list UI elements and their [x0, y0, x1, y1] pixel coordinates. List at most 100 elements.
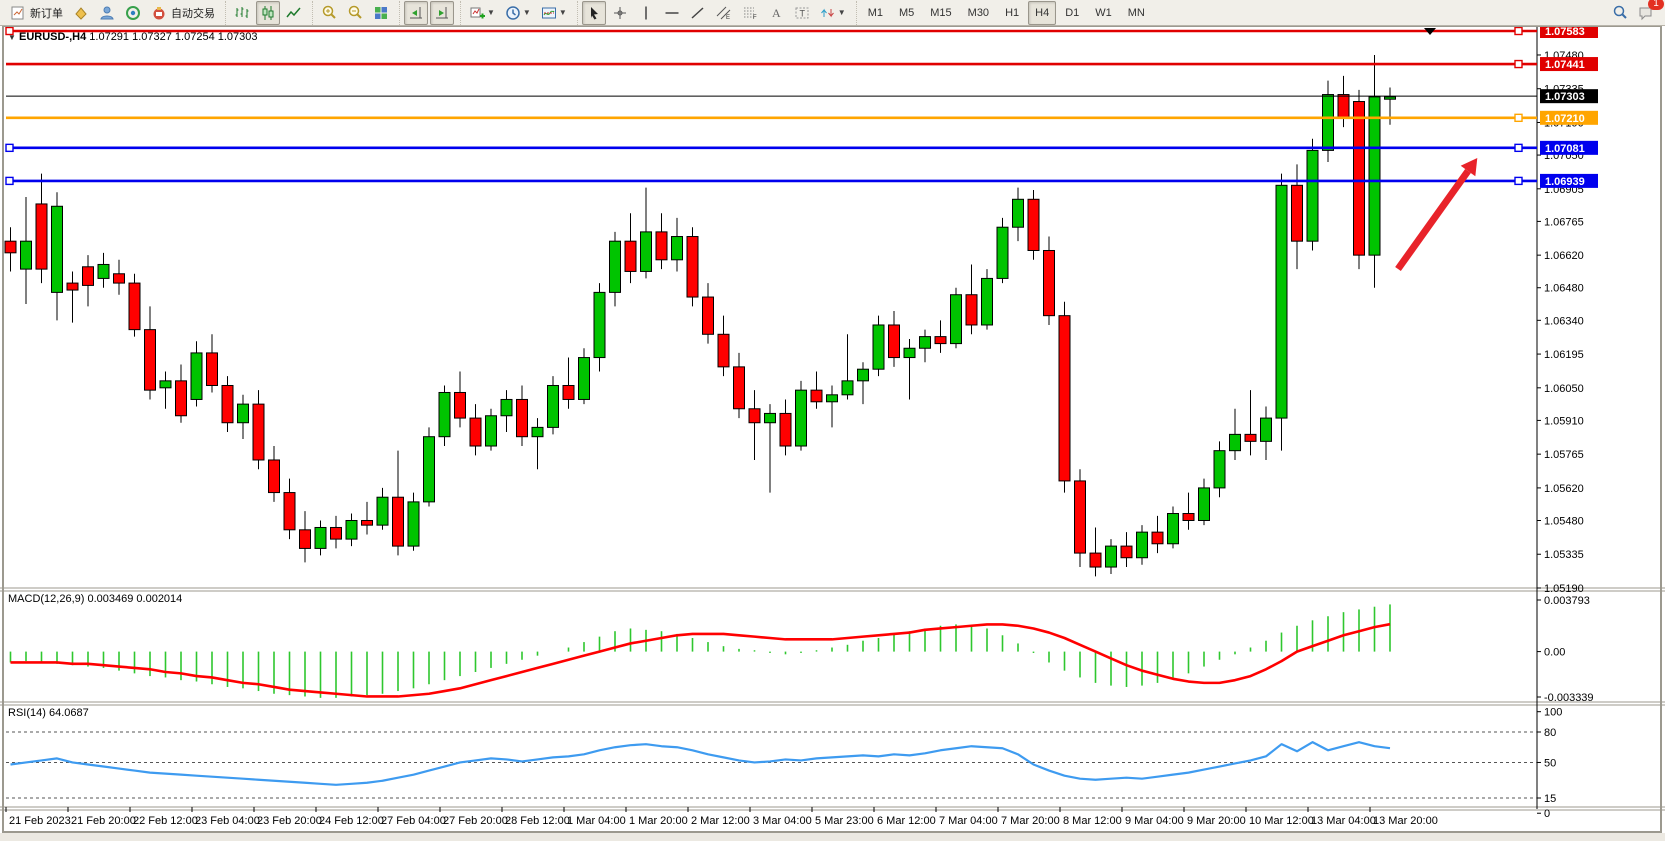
time-tick-label: 1 Mar 04:00 — [567, 815, 626, 827]
candle-body — [175, 380, 187, 417]
line-endpoint-marker[interactable] — [5, 143, 14, 153]
cursor-tool-button[interactable] — [581, 0, 606, 25]
new-order-button[interactable]: 新订单 — [6, 1, 67, 25]
orders-button[interactable] — [69, 1, 93, 25]
timeframe-h4-button[interactable]: H4 — [1028, 0, 1057, 25]
candle-body — [1353, 101, 1365, 256]
new-chart-button[interactable]: ▼ — [465, 1, 499, 25]
tile-windows-button[interactable] — [369, 1, 393, 25]
candle-body — [376, 496, 389, 526]
notifications-button[interactable]: 1 — [1634, 0, 1664, 25]
time-tick-label: 3 Mar 04:00 — [753, 815, 812, 827]
candle-body — [841, 380, 854, 396]
candle-body — [159, 380, 172, 389]
candle-body — [779, 412, 792, 447]
zoom-in-button[interactable] — [317, 1, 341, 25]
candle-body — [1043, 249, 1055, 317]
price-tick-label: 1.06050 — [1544, 383, 1584, 395]
price-tick-label: 1.05620 — [1544, 483, 1584, 495]
templates-button[interactable]: ▼ — [537, 1, 571, 25]
timeframe-m5-button[interactable]: M5 — [898, 6, 915, 19]
text-tool-button[interactable]: A — [764, 1, 788, 25]
search-button[interactable] — [1608, 1, 1632, 25]
scroll-to-end-icon[interactable] — [1424, 28, 1436, 35]
candlestick-chart-button[interactable] — [256, 0, 280, 25]
timeframe-m30-button[interactable]: M30 — [967, 6, 990, 19]
chart-shift-button[interactable] — [404, 0, 428, 25]
price-level-badge-label: 1.07303 — [1545, 91, 1585, 103]
arrows-tool-button[interactable]: ▼ — [816, 1, 850, 25]
text-label-tool-button[interactable]: T — [790, 1, 814, 25]
timeframe-w1-button[interactable]: W1 — [1095, 6, 1112, 19]
profile-icon — [99, 5, 115, 21]
timeframe-mn-button[interactable]: MN — [1127, 6, 1145, 19]
line-endpoint-marker[interactable] — [5, 176, 14, 186]
candle-body — [748, 408, 761, 424]
new-chart-icon — [469, 5, 485, 21]
label-icon: T — [794, 5, 810, 21]
equidistant-channel-tool-button[interactable]: E — [712, 1, 736, 25]
candle-body — [97, 263, 110, 279]
line-endpoint-marker[interactable] — [1514, 59, 1523, 69]
toolbar-group-timeframes: M1 M5 M15 M30 H1 H4 D1 W1 MN — [855, 0, 1156, 25]
candle-body — [888, 324, 900, 359]
price-level-badge-label: 1.06939 — [1545, 176, 1585, 188]
candle-body — [252, 403, 265, 461]
trendline-icon — [690, 5, 706, 21]
macd-signal-line — [10, 622, 1391, 698]
timeframe-d1-button[interactable]: D1 — [1065, 6, 1080, 19]
candle-body — [469, 417, 482, 447]
candle-body — [206, 352, 218, 386]
autotrade-button[interactable]: 自动交易 — [147, 1, 219, 25]
toolbar-right: 1 — [1607, 0, 1665, 25]
candle-body — [485, 415, 497, 447]
candle-body — [1167, 513, 1179, 545]
chevron-down-icon: ▼ — [837, 8, 846, 17]
periods-button[interactable]: ▼ — [501, 1, 535, 25]
line-endpoint-marker[interactable] — [1514, 26, 1523, 36]
line-endpoint-marker[interactable] — [1514, 143, 1523, 153]
annotation-arrow-shaft[interactable] — [1395, 168, 1471, 272]
svg-text:F: F — [753, 15, 757, 21]
bar-chart-button[interactable] — [230, 1, 254, 25]
time-tick-label: 23 Feb 20:00 — [257, 815, 322, 827]
candle-body — [1384, 96, 1396, 100]
candle-body — [1198, 487, 1210, 521]
chart-canvas[interactable]: 1.074801.073351.071901.070501.069051.067… — [0, 25, 1665, 841]
toolbar-group-shift — [399, 0, 458, 25]
line-endpoint-marker[interactable] — [1514, 176, 1523, 186]
chart-window[interactable]: 1.074801.073351.071901.070501.069051.067… — [0, 25, 1665, 841]
tile-windows-icon — [373, 5, 389, 21]
profile-button[interactable] — [95, 1, 119, 25]
window-bottom-strip — [0, 833, 1665, 841]
candle-body — [531, 426, 544, 438]
line-endpoint-marker[interactable] — [5, 26, 14, 36]
candle-body — [965, 294, 978, 326]
vertical-line-tool-button[interactable] — [634, 1, 658, 25]
candle-body — [733, 366, 745, 410]
fibonacci-tool-button[interactable]: F — [738, 1, 762, 25]
line-endpoint-marker[interactable] — [1514, 113, 1523, 123]
line-chart-button[interactable] — [282, 1, 306, 25]
timeframe-m15-button[interactable]: M15 — [930, 6, 952, 19]
shapes-icon — [820, 5, 836, 21]
timeframe-h1-button[interactable]: H1 — [1005, 6, 1020, 19]
crosshair-tool-button[interactable] — [608, 1, 632, 25]
autoscroll-button[interactable] — [430, 0, 454, 25]
price-tick-label: 1.06620 — [1544, 250, 1584, 262]
price-level-badge — [1540, 57, 1598, 72]
price-tick-label: 1.06195 — [1544, 349, 1584, 361]
time-tick-label: 23 Feb 04:00 — [195, 815, 260, 827]
zoom-out-button[interactable] — [343, 1, 367, 25]
trendline-tool-button[interactable] — [686, 1, 710, 25]
timeframe-m1-button[interactable]: M1 — [867, 6, 883, 19]
rsi-tick-label: 100 — [1544, 707, 1562, 719]
candle-body — [826, 394, 838, 403]
horizontal-line-tool-button[interactable] — [660, 1, 684, 25]
crosshair-icon — [612, 5, 628, 21]
price-level-badge-label: 1.07081 — [1545, 143, 1585, 155]
time-tick-label: 2 Mar 12:00 — [691, 815, 750, 827]
candle-body — [1322, 94, 1334, 151]
annotation-arrow-head[interactable] — [1460, 157, 1478, 177]
signals-button[interactable] — [121, 1, 145, 25]
